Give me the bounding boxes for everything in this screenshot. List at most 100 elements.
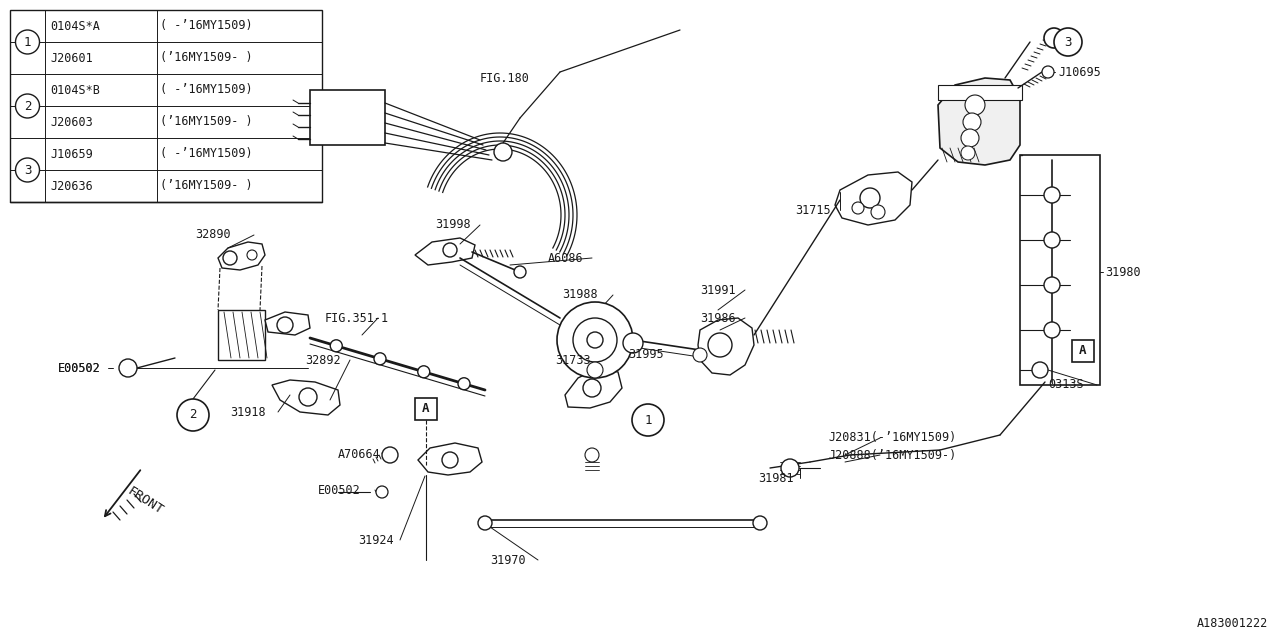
Circle shape: [417, 366, 430, 378]
Circle shape: [1044, 322, 1060, 338]
Bar: [1073, 340, 1094, 362]
Text: J10695: J10695: [1059, 65, 1101, 79]
Bar: [415, 398, 436, 420]
Circle shape: [1032, 362, 1048, 378]
Circle shape: [276, 317, 293, 333]
Circle shape: [458, 378, 470, 390]
Polygon shape: [273, 380, 340, 415]
Circle shape: [1042, 66, 1053, 78]
Polygon shape: [415, 238, 475, 265]
Bar: [310, 90, 385, 145]
Text: 1: 1: [24, 35, 31, 49]
Circle shape: [330, 340, 342, 352]
Circle shape: [582, 379, 602, 397]
Text: J20636: J20636: [50, 179, 92, 193]
Circle shape: [177, 399, 209, 431]
Text: (’16MY1509- ): (’16MY1509- ): [160, 115, 252, 129]
Circle shape: [961, 129, 979, 147]
Text: 32892: 32892: [305, 353, 340, 367]
Circle shape: [15, 158, 40, 182]
Text: 31980: 31980: [1105, 266, 1140, 278]
Text: 0104S*A: 0104S*A: [50, 19, 100, 33]
Text: ( -’16MY1509): ( -’16MY1509): [160, 83, 252, 97]
Text: 0104S*B: 0104S*B: [50, 83, 100, 97]
Circle shape: [781, 459, 799, 477]
Circle shape: [119, 359, 137, 377]
Circle shape: [870, 205, 884, 219]
Polygon shape: [938, 85, 1021, 100]
Text: 31991: 31991: [700, 284, 736, 296]
Polygon shape: [218, 242, 265, 270]
Text: 3: 3: [24, 163, 31, 177]
Circle shape: [860, 188, 881, 208]
Circle shape: [588, 362, 603, 378]
Text: 31998: 31998: [435, 218, 471, 232]
Polygon shape: [698, 318, 754, 375]
Text: J10659: J10659: [50, 147, 92, 161]
Polygon shape: [419, 443, 483, 475]
Text: FRONT: FRONT: [124, 484, 165, 517]
Text: E00502: E00502: [58, 362, 101, 374]
Circle shape: [692, 348, 707, 362]
Text: (’16MY1509- ): (’16MY1509- ): [160, 51, 252, 65]
Text: (’16MY1509- ): (’16MY1509- ): [160, 179, 252, 193]
Circle shape: [15, 94, 40, 118]
Text: A: A: [422, 403, 430, 415]
Text: ( -’16MY1509): ( -’16MY1509): [160, 147, 252, 161]
Text: 31988: 31988: [562, 289, 598, 301]
Circle shape: [381, 447, 398, 463]
Circle shape: [963, 113, 980, 131]
Polygon shape: [835, 172, 911, 225]
Circle shape: [442, 452, 458, 468]
Circle shape: [557, 302, 634, 378]
Text: 31970: 31970: [490, 554, 526, 566]
Text: 3: 3: [1064, 35, 1071, 49]
Text: 2: 2: [24, 99, 31, 113]
Polygon shape: [218, 310, 265, 360]
Circle shape: [443, 243, 457, 257]
Circle shape: [708, 333, 732, 357]
Circle shape: [1044, 187, 1060, 203]
Circle shape: [247, 250, 257, 260]
Text: 31995: 31995: [628, 349, 663, 362]
Text: J20831(-’16MY1509): J20831(-’16MY1509): [828, 431, 956, 445]
Circle shape: [376, 486, 388, 498]
Text: A70664: A70664: [338, 449, 380, 461]
Text: 32890: 32890: [195, 228, 230, 241]
Text: A: A: [1079, 344, 1087, 358]
Text: E00502: E00502: [317, 483, 361, 497]
Text: ( -’16MY1509): ( -’16MY1509): [160, 19, 252, 33]
Text: 0313S: 0313S: [1048, 378, 1084, 392]
Text: 2: 2: [189, 408, 197, 422]
Text: A6086: A6086: [548, 252, 584, 264]
Circle shape: [852, 202, 864, 214]
Text: J20603: J20603: [50, 115, 92, 129]
Circle shape: [1044, 232, 1060, 248]
Circle shape: [477, 516, 492, 530]
Text: 1: 1: [644, 413, 652, 426]
Circle shape: [588, 332, 603, 348]
Text: J20888(’16MY1509-): J20888(’16MY1509-): [828, 449, 956, 461]
Text: 31924: 31924: [358, 534, 394, 547]
Text: 31918: 31918: [230, 406, 266, 419]
Circle shape: [515, 266, 526, 278]
Circle shape: [585, 448, 599, 462]
Circle shape: [374, 353, 387, 365]
Circle shape: [623, 333, 643, 353]
Circle shape: [961, 146, 975, 160]
Text: FIG.180: FIG.180: [480, 72, 530, 84]
Circle shape: [494, 143, 512, 161]
Circle shape: [1044, 28, 1064, 48]
Circle shape: [753, 516, 767, 530]
Circle shape: [300, 388, 317, 406]
Circle shape: [632, 404, 664, 436]
Text: J20601: J20601: [50, 51, 92, 65]
Text: 31986: 31986: [700, 312, 736, 324]
Circle shape: [1044, 277, 1060, 293]
Text: 31981: 31981: [758, 472, 794, 484]
Text: 31733: 31733: [556, 353, 590, 367]
Text: A183001222: A183001222: [1197, 617, 1268, 630]
Bar: [10, 10, 323, 202]
Circle shape: [573, 318, 617, 362]
Text: 31715: 31715: [795, 204, 831, 216]
